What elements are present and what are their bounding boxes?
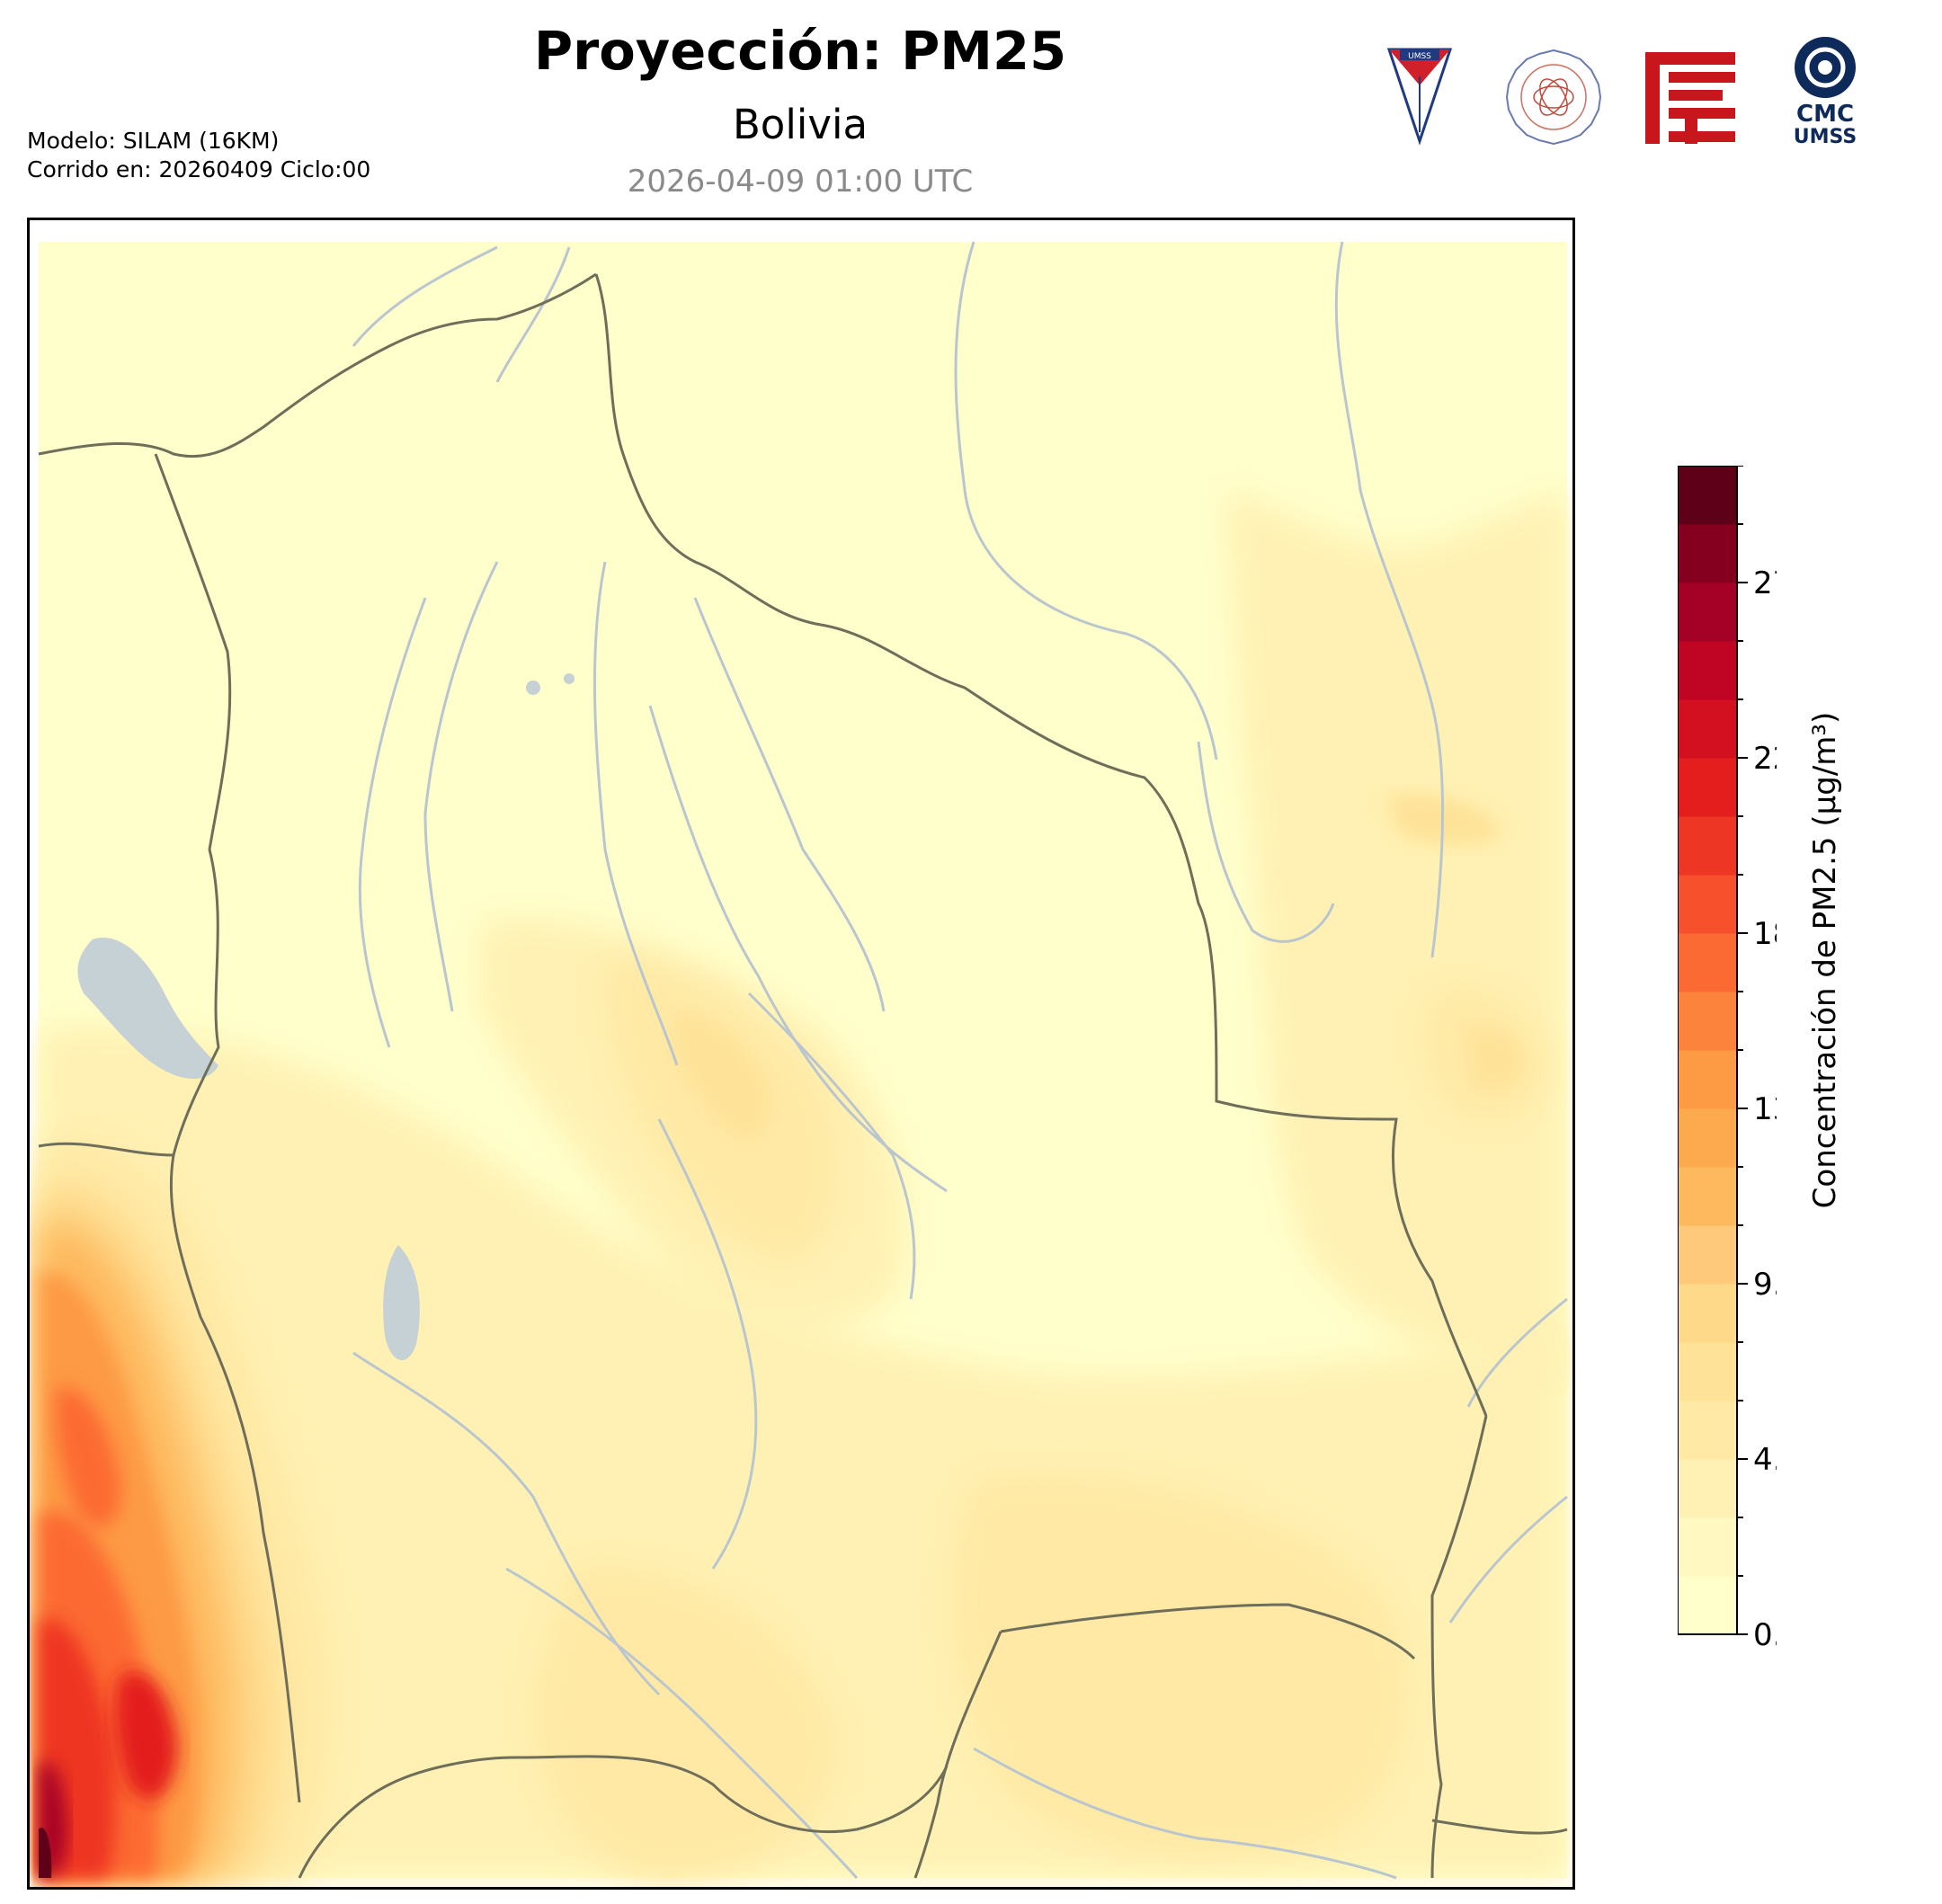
colorbar: 0.0 4.5 9.0 13.5 18.0 22.5 27.0 [1678, 466, 1777, 1652]
umss-logo-caption: UMSS [1794, 126, 1857, 148]
plume-hotspot [115, 1671, 178, 1800]
river [352, 245, 498, 347]
river [495, 246, 571, 383]
colorbar-band [1678, 933, 1737, 992]
borders [38, 272, 1568, 1879]
border-argentina-east [1431, 1819, 1568, 1835]
red-glyph-logo [1645, 52, 1735, 144]
map-panel[interactable] [27, 218, 1575, 1890]
colorbar-band [1678, 1167, 1737, 1226]
colorbar-band [1678, 1401, 1737, 1460]
run-info: Corrido en: 20260409 Ciclo:00 [27, 156, 371, 182]
colorbar-tick-label: 22.5 [1753, 741, 1777, 777]
colorbar-tick-label: 18.0 [1753, 916, 1777, 952]
border-peru [38, 1142, 174, 1157]
river [1334, 241, 1445, 958]
border-paraguay-east [1430, 1415, 1488, 1879]
colorbar-band [1678, 1517, 1737, 1577]
river [505, 1567, 859, 1880]
field-zone-east [1225, 490, 1567, 1389]
border-paraguay-west [913, 1631, 1002, 1879]
colorbar-band [1678, 466, 1737, 525]
border-south [298, 1755, 949, 1879]
colorbar-tick-label: 9.0 [1753, 1267, 1777, 1303]
field-zone-southeast [952, 1474, 1410, 1856]
small-lake [526, 681, 540, 695]
logo-strip: UMSS CMC UMSS [1386, 37, 1857, 148]
colorbar-band [1678, 875, 1737, 934]
colorbar-band [1678, 1459, 1737, 1518]
departamento-fisica-seal-logo [1505, 49, 1602, 146]
river [592, 561, 679, 1066]
colorbar-tick-label: 4.5 [1753, 1442, 1777, 1478]
colorbar-band [1678, 816, 1737, 876]
border-paraguay-north [1000, 1603, 1416, 1660]
forecast-datetime: 2026-04-09 01:00 UTC [627, 164, 974, 200]
field-zone-northeast-peak [1387, 793, 1504, 845]
map-subtitle: Bolivia [732, 101, 869, 148]
river [358, 597, 427, 1048]
colorbar-band [1678, 1225, 1737, 1285]
umss-shield-logo: UMSS [1386, 48, 1453, 146]
field-zone-central-peak [673, 1011, 770, 1139]
river [954, 241, 1218, 761]
field-zone-south-central [533, 1565, 840, 1878]
colorbar-band [1678, 1050, 1737, 1109]
lake-poopo [383, 1245, 420, 1361]
river [648, 705, 948, 1193]
model-info: Modelo: SILAM (16KM) [27, 128, 280, 154]
colorbar-tick-label: 27.0 [1753, 565, 1777, 601]
plume-core-north [55, 1387, 120, 1528]
colorbar-tick-label: 0.0 [1753, 1617, 1777, 1652]
border-north [38, 272, 597, 458]
colorbar-band [1678, 992, 1737, 1051]
river [693, 597, 886, 1012]
river [973, 1747, 1397, 1880]
plume-extreme [39, 1828, 52, 1878]
colorbar-band [1678, 758, 1737, 817]
field-zone-east-peak [1468, 1027, 1524, 1090]
colorbar-band [1678, 641, 1737, 700]
river [352, 1351, 661, 1696]
rivers [352, 241, 1568, 1880]
colorbar-band [1678, 1108, 1737, 1168]
cmc-logo-text: CMC [1796, 101, 1854, 128]
colorbar-label: Concentración de PM2.5 (µg/m³) [1807, 711, 1843, 1209]
river [747, 992, 916, 1300]
concentration-field [39, 242, 1567, 1878]
colorbar-band [1678, 699, 1737, 759]
colorbar-band [1678, 1576, 1737, 1635]
colorbar-bands [1678, 466, 1737, 1635]
colorbar-band [1678, 583, 1737, 642]
river [1448, 1495, 1568, 1624]
cmc-umss-logo: CMC UMSS [1794, 37, 1857, 148]
colorbar-band [1678, 1342, 1737, 1401]
colorbar-ticks: 0.0 4.5 9.0 13.5 18.0 22.5 27.0 [1737, 466, 1777, 1652]
border-chile-inner [154, 453, 301, 1803]
river [657, 1118, 758, 1570]
river [423, 561, 499, 1012]
border-brazil [594, 273, 1488, 1417]
colorbar-band [1678, 1284, 1737, 1343]
lake-titicaca [77, 938, 218, 1079]
colorbar-tick-label: 13.5 [1753, 1091, 1777, 1127]
river [1197, 741, 1335, 943]
lakes [77, 673, 575, 1361]
umss-logo-text: UMSS [1408, 52, 1431, 61]
small-lake [564, 673, 575, 684]
colorbar-band [1678, 524, 1737, 583]
pm25-field-map[interactable] [30, 220, 1572, 1887]
map-title: Proyección: PM25 [533, 20, 1067, 82]
river [1466, 1297, 1568, 1408]
